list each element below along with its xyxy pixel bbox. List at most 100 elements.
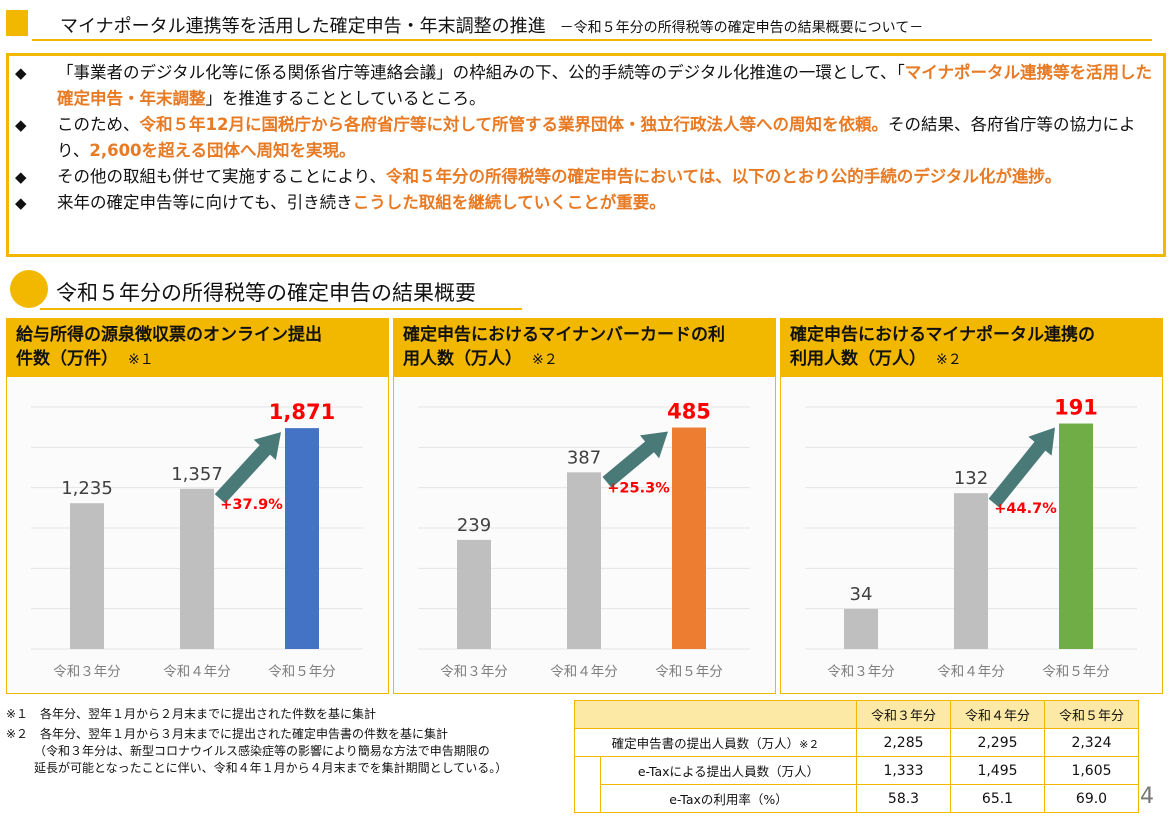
table-header-r4: 令和４年分 [950,700,1045,729]
chart-title-1-line1: 給与所得の源泉徴収票のオンライン提出 [16,325,322,345]
table-row-label: 確定申告書の提出人員数（万人）※２ [574,728,857,757]
chart-title-3: 確定申告におけるマイナポータル連携の 利用人数（万人） ※２ [780,318,1163,376]
x-tick-label: 令和５年分 [655,664,723,680]
table-cell: 2,295 [950,728,1045,757]
data-label: 191 [1054,396,1098,420]
table-cell: 2,285 [856,728,951,757]
page-header: マイナポータル連携等を活用した確定申告・年末調整の推進 －令和５年分の所得税等の確… [0,6,1170,41]
table-row-label-text: 確定申告書の提出人員数（万人） [611,736,800,751]
data-label: 1,235 [61,478,113,499]
data-label: 132 [954,468,988,489]
chart-area-2: 239 令和３年分 387 令和４年分 485 令和５年分 +25.3% [393,376,776,694]
data-label: 34 [850,584,873,605]
x-tick-label: 令和３年分 [53,664,121,680]
x-tick-label: 令和３年分 [440,664,508,680]
chart-title-2-line2: 用人数（万人） [403,349,522,369]
page-title: マイナポータル連携等を活用した確定申告・年末調整の推進 －令和５年分の所得税等の確… [60,12,923,38]
x-tick-label: 令和４年分 [550,664,618,680]
summary-highlight: 2,600を超える団体へ周知を実現。 [89,141,356,160]
table-cell: 1,495 [950,756,1045,785]
growth-rate-label: +44.7% [994,501,1057,517]
table-header-r3: 令和３年分 [856,700,951,729]
bar [285,428,319,649]
section-marker [10,270,48,308]
table-indent [574,784,601,813]
summary-text: 」を推進することとしているところ。 [205,89,486,108]
results-table: 令和３年分 令和４年分 令和５年分 確定申告書の提出人員数（万人）※２ 2,28… [574,700,1139,813]
x-tick-label: 令和３年分 [827,664,895,680]
bar-chart-3: 34 令和３年分 132 令和４年分 191 令和５年分 +44.7% [805,396,1137,680]
summary-bullet: ◆ 来年の確定申告等に向けても、引き続きこうした取組を継続していくことが重要。 [15,190,1155,216]
bar [1059,423,1093,649]
footnote-2-cont-2: 延長が可能となったことに伴い、令和４年１月から４月末までを集計期間としている。） [34,761,508,775]
summary-highlight: こうした取組を継続していくことが重要。 [352,193,666,212]
chart-title-3-line1: 確定申告におけるマイナポータル連携の [790,325,1095,345]
chart-title-2-line1: 確定申告におけるマイナンバーカードの利 [403,325,725,345]
table-cell: 65.1 [950,784,1045,813]
bar [180,488,214,649]
header-marker [6,10,28,36]
bar [70,503,104,649]
growth-rate-label: +25.3% [607,480,670,496]
chart-panel-1: 給与所得の源泉徴収票のオンライン提出 件数（万件） ※１ 1,235 令和３年分 1,… [6,318,389,694]
chart-title-3-line2: 利用人数（万人） [790,349,926,369]
data-label: 1,871 [269,400,335,424]
summary-bullet: ◆ その他の取組も併せて実施することにより、令和５年分の所得税等の確定申告において… [15,164,1155,190]
table-header-r5: 令和５年分 [1044,700,1139,729]
x-tick-label: 令和４年分 [937,664,1005,680]
table-cell: 1,333 [856,756,951,785]
chart-panel-2: 確定申告におけるマイナンバーカードの利 用人数（万人） ※２ 239 令和３年分 38… [393,318,776,694]
bar [672,427,706,649]
summary-bullet: ◆ このため、令和５年12月に国税庁から各府省庁等に対して所管する業界団体・独立行… [15,112,1155,164]
growth-rate-label: +37.9% [220,497,283,513]
page-title-text: マイナポータル連携等を活用した確定申告・年末調整の推進 [60,16,546,37]
bar-chart-2: 239 令和３年分 387 令和４年分 485 令和５年分 +25.3% [418,400,750,680]
chart-title-1: 給与所得の源泉徴収票のオンライン提出 件数（万件） ※１ [6,318,389,376]
section-underline [40,308,522,310]
growth-arrow-icon [602,431,668,488]
summary-box: ◆ 「事業者のデジタル化等に係る関係省庁等連絡会議」の枠組みの下、公的手続等のデジ… [6,53,1166,257]
data-label: 485 [667,400,711,424]
bar-chart-1: 1,235 令和３年分 1,357 令和４年分 1,871 令和５年分 +37.9% [31,400,363,680]
x-tick-label: 令和５年分 [268,664,336,680]
table-row: e-Taxによる提出人員数（万人） 1,333 1,495 1,605 [574,756,1139,785]
header-underline [32,39,1152,41]
diamond-bullet-icon: ◆ [15,194,27,212]
chart-note-3: ※２ [936,352,962,368]
bar [954,493,988,649]
section-title: 令和５年分の所得税等の確定申告の結果概要 [56,281,476,305]
table-row-label: e-Taxによる提出人員数（万人） [600,756,857,785]
chart-area-1: 1,235 令和３年分 1,357 令和４年分 1,871 令和５年分 +37.9% [6,376,389,694]
page-number: 4 [1140,784,1154,809]
chart-title-1-line2: 件数（万件） [16,349,118,369]
footnote-2: ※２ 各年分、翌年１月から３月末までに提出された確定申告書の件数を基に集計 [6,727,449,741]
footnote-2-cont-1: （令和３年分は、新型コロナウイルス感染症等の影響により簡易な方法で申告期限の [34,744,490,758]
diamond-bullet-icon: ◆ [15,168,27,186]
data-label: 387 [567,447,601,468]
chart-note-1: ※１ [128,352,154,368]
footnote-1: ※１ 各年分、翌年１月から２月末までに提出された件数を基に集計 [6,707,377,721]
chart-panel-3: 確定申告におけるマイナポータル連携の 利用人数（万人） ※２ 34 令和３年分 132… [780,318,1163,694]
summary-bullet: ◆ 「事業者のデジタル化等に係る関係省庁等連絡会議」の枠組みの下、公的手続等のデジ… [15,60,1155,112]
diamond-bullet-icon: ◆ [15,116,27,134]
chart-title-2: 確定申告におけるマイナンバーカードの利 用人数（万人） ※２ [393,318,776,376]
data-label: 1,357 [171,464,223,485]
growth-arrow-icon [214,432,281,504]
data-label: 239 [457,515,491,536]
diamond-bullet-icon: ◆ [15,64,27,82]
summary-text: このため、 [57,115,140,134]
table-cell: 2,324 [1044,728,1139,757]
table-cell: 1,605 [1044,756,1139,785]
table-cell: 58.3 [856,784,951,813]
table-row: e-Taxの利用率（%） 58.3 65.1 69.0 [574,784,1139,813]
bar [844,608,878,649]
table-header-row: 令和３年分 令和４年分 令和５年分 [574,700,1139,729]
summary-text: 来年の確定申告等に向けても、引き続き [57,193,353,212]
table-cell: 69.0 [1044,784,1139,813]
table-row-note: ※２ [799,738,820,751]
table-row-label: e-Taxの利用率（%） [600,784,857,813]
chart-note-2: ※２ [532,352,558,368]
x-tick-label: 令和５年分 [1042,664,1110,680]
summary-text: その結果、各府省庁等の協力により、 [57,115,1136,160]
bar [567,472,601,649]
